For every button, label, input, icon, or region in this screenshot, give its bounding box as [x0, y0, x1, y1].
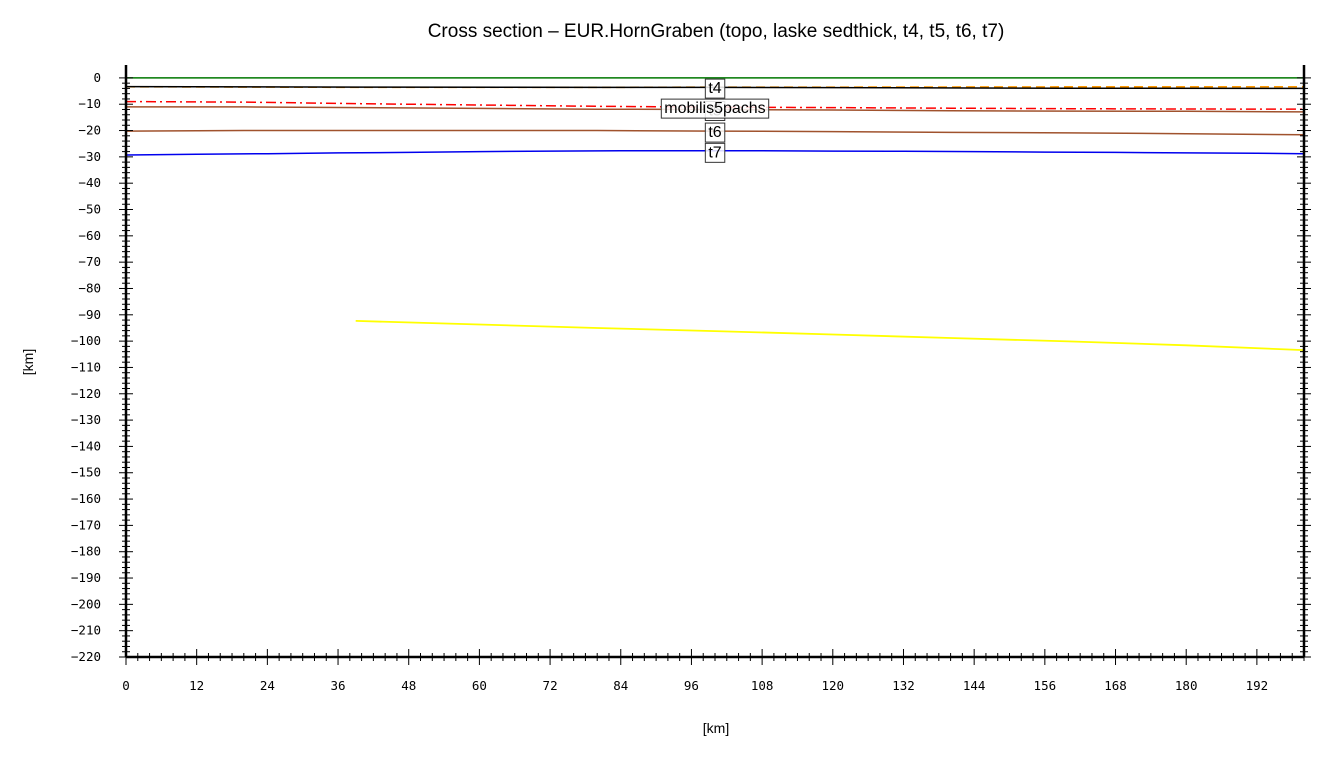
chart-title: Cross section – EUR.HornGraben (topo, la…: [428, 21, 1005, 42]
y-tick-label: −100: [71, 333, 101, 348]
curve-label-box: [704, 122, 726, 143]
y-tick-label: −170: [71, 517, 101, 532]
curve-label-text: t6: [708, 124, 721, 141]
y-tick-label: −10: [78, 96, 101, 111]
x-tick-label: 24: [260, 678, 275, 693]
y-tick-label: −50: [78, 202, 101, 217]
curve-label-t6: t6: [704, 122, 726, 143]
y-tick-label: −70: [78, 254, 101, 269]
y-tick-label: 0: [93, 70, 101, 85]
y-tick-label: −190: [71, 570, 101, 585]
curve-label-t4: t4: [704, 78, 726, 99]
y-axis-label: [km]: [20, 349, 36, 375]
x-tick-label: 12: [189, 678, 204, 693]
curve-label-t7: t7: [704, 142, 726, 163]
y-tick-label: −30: [78, 149, 101, 164]
y-tick-label: −130: [71, 412, 101, 427]
y-tick-label: −20: [78, 123, 101, 138]
curve-label-box: [660, 98, 770, 119]
x-tick-label: 120: [822, 678, 845, 693]
x-tick-label: 84: [613, 678, 628, 693]
x-tick-label: 192: [1246, 678, 1269, 693]
x-tick-label: 132: [892, 678, 915, 693]
y-tick-label: −220: [71, 649, 101, 664]
y-tick-label: −160: [71, 491, 101, 506]
y-tick-label: −180: [71, 544, 101, 559]
curve-label-box: [704, 142, 726, 163]
curve-label-box: [704, 78, 726, 99]
x-tick-label: 36: [331, 678, 346, 693]
y-tick-label: −120: [71, 386, 101, 401]
y-tick-label: −150: [71, 465, 101, 480]
y-tick-label: −40: [78, 175, 101, 190]
x-tick-label: 96: [684, 678, 699, 693]
curve-label-text: t4: [708, 80, 721, 97]
curve-label-mobilis5pachs: mobilis5pachs: [660, 98, 770, 119]
x-axis-label: [km]: [703, 720, 729, 736]
curve-label-text: t7: [708, 144, 721, 161]
y-tick-label: −60: [78, 228, 101, 243]
y-tick-label: −210: [71, 623, 101, 638]
series-line-line-7: [355, 320, 1304, 351]
x-tick-label: 156: [1034, 678, 1057, 693]
x-tick-label: 60: [472, 678, 487, 693]
x-tick-label: 72: [543, 678, 558, 693]
y-tick-label: −110: [71, 359, 101, 374]
series-line-t7: [126, 150, 1304, 156]
y-tick-label: −140: [71, 438, 101, 453]
axes-group: 0 −10 −20 −30 −40 −50 −60 −70 −80 −90 −100 −110 −120…: [71, 65, 1311, 693]
x-tick-label: 48: [401, 678, 416, 693]
y-tick-label: −90: [78, 307, 101, 322]
y-tick-label: −80: [78, 280, 101, 295]
y-tick-label: −200: [71, 596, 101, 611]
x-tick-label: 108: [751, 678, 774, 693]
x-tick-label: 144: [963, 678, 986, 693]
curve-labels-group: t4t5mobilis5pachst6t7: [660, 78, 770, 163]
x-tick-label: 0: [122, 678, 130, 693]
x-tick-label: 168: [1104, 678, 1127, 693]
curve-label-text: mobilis5pachs: [664, 100, 765, 117]
x-tick-label: 180: [1175, 678, 1198, 693]
